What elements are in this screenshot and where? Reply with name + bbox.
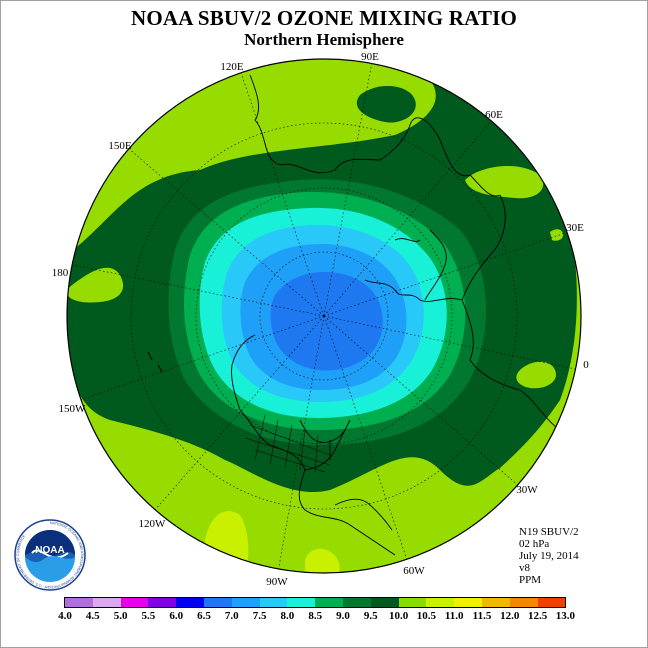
- band-6-0: [270, 272, 383, 371]
- colorbar-tick-label: 8.0: [280, 610, 295, 622]
- longitude-label: 30W: [516, 484, 538, 496]
- colorbar-swatch: [454, 598, 482, 607]
- colorbar-tick-label: 11.0: [444, 610, 464, 622]
- colorbar-tick-label: 4.0: [58, 610, 72, 622]
- graticule: [67, 61, 581, 573]
- map-title: NOAA SBUV/2 OZONE MIXING RATIO: [131, 6, 517, 30]
- band-9-0-top: [356, 85, 416, 123]
- colorbar-swatch: [92, 598, 121, 607]
- colorbar-tick-label: 5.5: [141, 610, 156, 622]
- colorbar-swatch: [259, 598, 288, 607]
- longitude-label: 0: [583, 359, 589, 371]
- yellow-patch-mexico: [305, 548, 340, 573]
- patch-europe: [550, 229, 564, 241]
- colorbar-tick-label: 5.0: [113, 610, 128, 622]
- longitude-label: 60W: [403, 565, 425, 577]
- colorbar-swatch: [537, 598, 566, 607]
- longitude-label: 120W: [139, 518, 167, 530]
- colorbar-swatch: [398, 598, 427, 607]
- colorbar-tick-label: 10.0: [388, 610, 409, 622]
- longitude-label: 30E: [566, 222, 584, 234]
- patch-atlantic: [516, 361, 556, 389]
- colorbar-tick-label: 11.5: [472, 610, 492, 622]
- colorbar-swatch: [481, 598, 510, 607]
- satellite-label: N19 SBUV/2: [519, 526, 579, 538]
- noaa-logo: NOAA NATIONAL OCEANIC AND ATMOSPHERIC AD…: [14, 519, 86, 591]
- colorbar-tick-label: 6.0: [169, 610, 184, 622]
- date-label: July 19, 2014: [519, 550, 579, 562]
- colorbar: [64, 597, 567, 608]
- colorbar-tick-label: 12.5: [527, 610, 548, 622]
- longitude-labels: 90E 60E 30E 0 30W 60W 90W 120W 150W 180 150E 120E: [52, 51, 590, 588]
- colorbar-tick-label: 4.5: [85, 610, 100, 622]
- longitude-label: 90W: [266, 576, 288, 588]
- colorbar-swatch: [315, 598, 343, 607]
- patch-pacific: [67, 267, 124, 303]
- longitude-label: 60E: [485, 109, 503, 121]
- version-label: v8: [519, 562, 530, 574]
- colorbar-ticks: 4.0 4.5 5.0 5.5 6.0 6.5 7.0 7.5 8.0 8.5 9.0 9.5 10.0…: [0, 610, 648, 624]
- longitude-label: 150W: [59, 403, 87, 415]
- colorbar-tick-label: 12.0: [500, 610, 520, 622]
- coastlines: [147, 74, 561, 556]
- longitude-label: 180: [52, 267, 69, 279]
- level-label: 02 hPa: [519, 538, 550, 550]
- colorbar-tick-label: 7.5: [252, 610, 267, 622]
- colorbar-tick-label: 10.5: [416, 610, 437, 622]
- logo-text: NOAA: [35, 545, 64, 556]
- colorbar-swatch: [370, 598, 399, 607]
- colorbar-swatch: [287, 598, 316, 607]
- colorbar-tick-label: 6.5: [197, 610, 211, 622]
- colorbar-tick-label: 7.0: [224, 610, 239, 622]
- colorbar-swatch: [342, 598, 371, 607]
- colorbar-swatch: [148, 598, 177, 607]
- colorbar-tick-label: 9.0: [336, 610, 350, 622]
- colorbar-swatch: [426, 598, 455, 607]
- colorbar-swatch: [120, 598, 149, 607]
- us-states-grid: [244, 414, 331, 473]
- units-label: PPM: [519, 574, 542, 586]
- longitude-label: 90E: [361, 51, 379, 63]
- colorbar-swatch: [203, 598, 232, 607]
- colorbar-swatch: [65, 598, 93, 607]
- colorbar-swatch: [231, 598, 260, 607]
- longitude-label: 120E: [220, 61, 244, 73]
- colorbar-tick-label: 13.0: [555, 610, 576, 622]
- colorbar-swatch: [176, 598, 204, 607]
- colorbar-swatch: [509, 598, 538, 607]
- colorbar-tick-label: 9.5: [363, 610, 378, 622]
- longitude-label: 150E: [108, 140, 132, 152]
- map-subtitle: Northern Hemisphere: [244, 30, 404, 49]
- map-boundary: [66, 58, 582, 574]
- colorbar-tick-label: 8.5: [308, 610, 323, 622]
